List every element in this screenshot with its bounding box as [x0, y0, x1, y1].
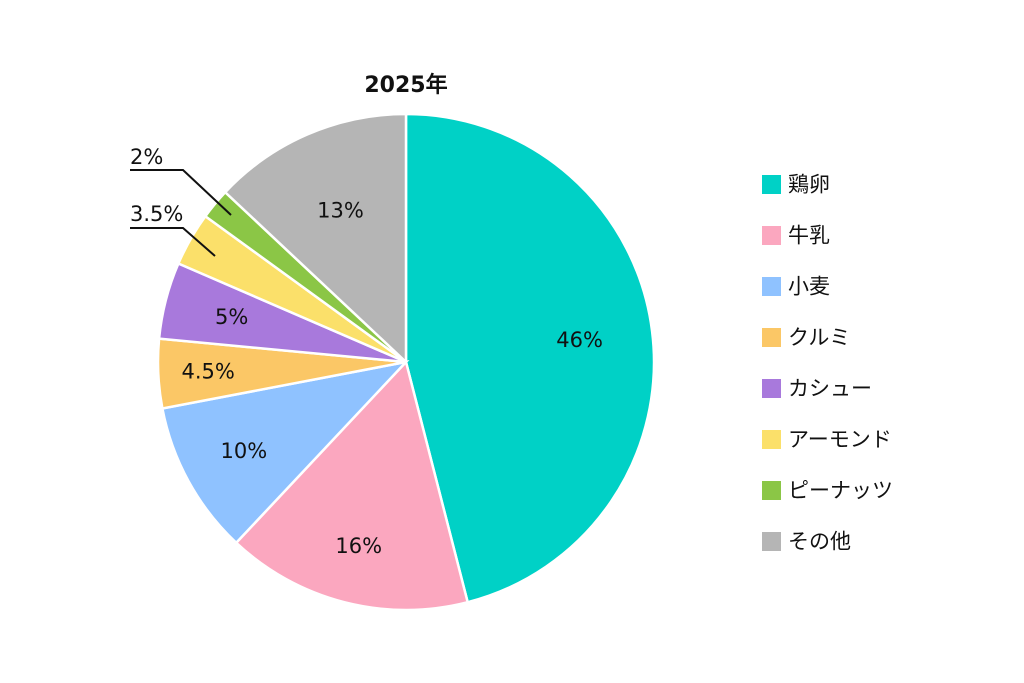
- legend-label-1: 鶏卵: [788, 173, 830, 197]
- legend-label-2: 牛乳: [788, 224, 830, 248]
- data-label-7: 2%: [130, 145, 163, 169]
- legend-label-6: アーモンド: [788, 428, 892, 452]
- leader-line-6: [130, 227, 216, 257]
- legend-swatch-5: [762, 379, 781, 398]
- pie-slice-2: [234, 359, 470, 612]
- data-label-6: 3.5%: [130, 202, 183, 226]
- pie-slice-1: [404, 112, 656, 604]
- pie-slice-3: [160, 360, 410, 545]
- legend-swatch-7: [762, 481, 781, 500]
- data-label-5: 5%: [215, 305, 248, 329]
- data-label-1: 46%: [556, 328, 603, 352]
- data-label-8: 13%: [317, 199, 364, 223]
- legend-label-7: ピーナッツ: [788, 479, 893, 503]
- data-label-3: 10%: [221, 439, 268, 463]
- legend-label-5: カシュー: [788, 377, 872, 401]
- legend-swatch-8: [762, 532, 781, 551]
- data-label-2: 16%: [335, 534, 382, 558]
- legend-swatch-3: [762, 277, 781, 296]
- legend-swatch-6: [762, 430, 781, 449]
- pie-slices: [156, 112, 656, 612]
- legend-label-3: 小麦: [788, 275, 830, 299]
- legend-label-4: クルミ: [788, 326, 850, 350]
- legend-swatch-2: [762, 226, 781, 245]
- data-label-4: 4.5%: [182, 359, 235, 383]
- legend-label-8: その他: [788, 530, 851, 554]
- legend-swatch-4: [762, 328, 781, 347]
- leader-line-7: [130, 169, 232, 216]
- legend-swatch-1: [762, 175, 781, 194]
- pie-data-labels: 46% 16% 10% 4.5% 5% 3.5% 2% 13%: [130, 145, 603, 558]
- chart-title: 2025年: [364, 72, 447, 98]
- pie-slice-8: [223, 112, 408, 365]
